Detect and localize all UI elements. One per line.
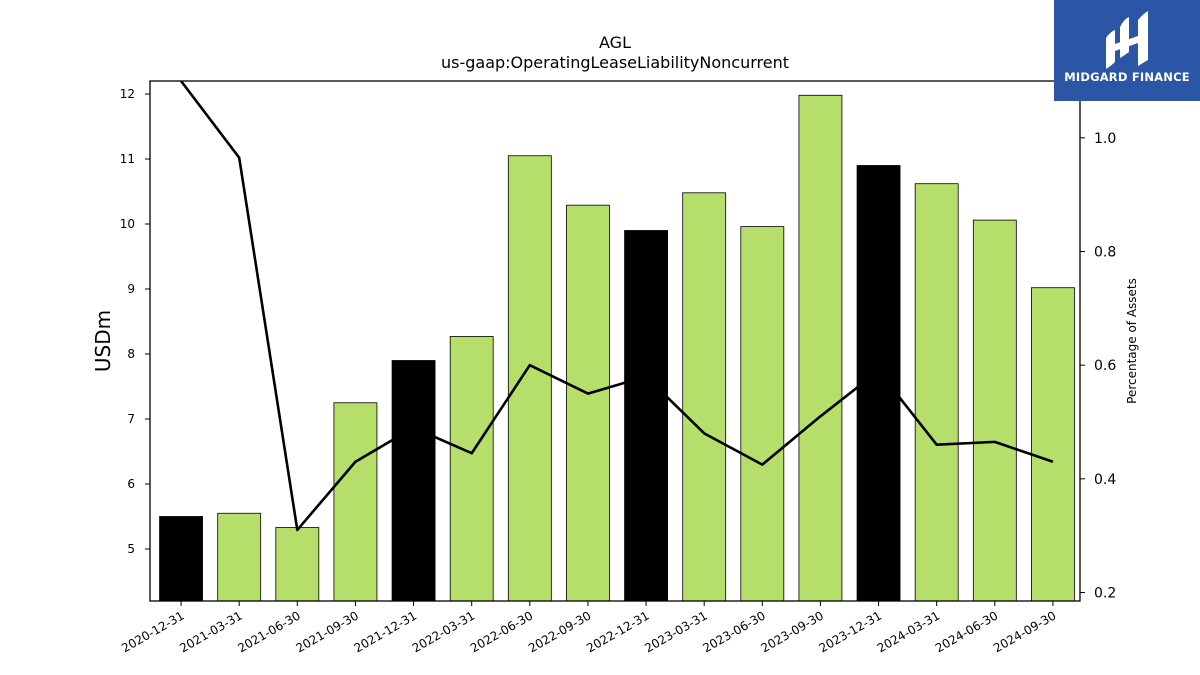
- y2-tick-label: 0.8: [1094, 244, 1116, 260]
- x-tick-label: 2023-03-31: [642, 608, 709, 655]
- bar: [740, 226, 785, 602]
- y-tick-label: 6: [127, 477, 135, 491]
- x-tick-label: 2022-12-31: [584, 608, 651, 655]
- x-tick-label: 2022-06-30: [468, 608, 535, 655]
- y2-axis-label: Percentage of Assets: [1125, 278, 1139, 404]
- y2-tick-label: 0.4: [1094, 472, 1116, 488]
- midgard-finance-logo: MIDGARD FINANCE: [1054, 0, 1200, 101]
- x-tick-label: 2020-12-31: [119, 608, 186, 655]
- logo-text: MIDGARD FINANCE: [1064, 70, 1190, 84]
- chart-title: AGL: [599, 33, 631, 52]
- x-tick-label: 2024-03-31: [875, 608, 942, 655]
- y2-tick-label: 0.6: [1094, 358, 1116, 374]
- y-tick-label: 5: [127, 542, 135, 556]
- y-tick-label: 7: [127, 412, 135, 426]
- x-tick-label: 2023-09-30: [759, 608, 826, 655]
- y-tick-label: 12: [120, 87, 135, 101]
- logo-mark-icon: [1106, 11, 1148, 69]
- series-line: [180, 81, 1054, 532]
- bar: [682, 192, 727, 602]
- x-axis-group: 2020-12-312021-03-312021-06-302021-09-30…: [119, 601, 1058, 655]
- x-tick-label: 2021-03-31: [177, 608, 244, 655]
- bar: [624, 230, 668, 602]
- y-tick-label: 9: [127, 282, 135, 296]
- bar: [972, 219, 1017, 602]
- y-axis-label: USDm: [91, 310, 115, 372]
- y-tick-label: 11: [120, 152, 135, 166]
- x-tick-label: 2023-06-30: [700, 608, 767, 655]
- bar: [1031, 287, 1075, 602]
- y-tick-label: 8: [127, 347, 135, 361]
- x-tick-label: 2021-12-31: [352, 608, 419, 655]
- bar: [566, 204, 610, 602]
- bar: [217, 512, 262, 602]
- bars-group: [159, 94, 1075, 602]
- plot-frame: [149, 80, 1081, 602]
- right-axis-group: 0.2 0.4 0.6 0.8 1.0: [1080, 131, 1116, 601]
- chart-subtitle: us-gaap:OperatingLeaseLiabilityNoncurren…: [440, 53, 790, 72]
- bar: [914, 183, 959, 602]
- y2-tick-label: 1.0: [1094, 131, 1116, 147]
- bar: [391, 360, 436, 602]
- bar: [798, 94, 843, 602]
- bar: [507, 155, 552, 602]
- x-tick-label: 2022-09-30: [526, 608, 593, 655]
- line-group: [180, 81, 1054, 532]
- bar: [275, 527, 320, 602]
- x-tick-label: 2024-09-30: [991, 608, 1058, 655]
- y-tick-label: 10: [120, 217, 135, 231]
- x-tick-label: 2023-12-31: [817, 608, 884, 655]
- x-tick-label: 2021-06-30: [235, 608, 302, 655]
- x-tick-label: 2022-03-31: [410, 608, 477, 655]
- x-tick-label: 2024-06-30: [933, 608, 1000, 655]
- x-tick-label: 2021-09-30: [294, 608, 361, 655]
- bar: [159, 516, 203, 602]
- left-axis-group: 5 6 7 8 9 10 11 12: [120, 87, 150, 556]
- y2-tick-label: 0.2: [1094, 585, 1116, 601]
- bar: [449, 336, 494, 602]
- bar: [333, 402, 378, 602]
